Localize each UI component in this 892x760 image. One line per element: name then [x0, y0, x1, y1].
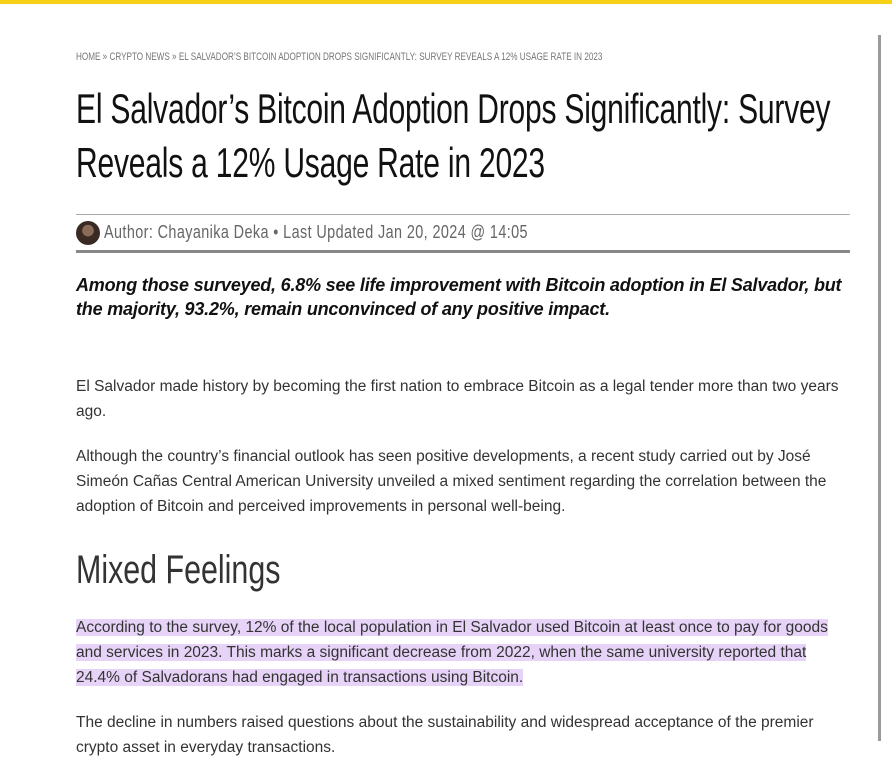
breadcrumb-current: EL SALVADOR’S BITCOIN ADOPTION DROPS SIG… — [178, 51, 603, 63]
breadcrumb-separator: » — [172, 51, 177, 63]
breadcrumb-separator: » — [102, 51, 108, 63]
breadcrumb-link[interactable]: CRYPTO NEWS — [109, 51, 170, 63]
article-title: El Salvador’s Bitcoin Adoption Drops Sig… — [76, 85, 831, 186]
top-bar — [0, 0, 892, 4]
breadcrumb-link[interactable]: HOME — [76, 51, 101, 63]
article-summary: Among those surveyed, 6.8% see life impr… — [76, 275, 842, 319]
paragraph: El Salvador made history by becoming the… — [76, 378, 839, 420]
paragraph: The decline in numbers raised questions … — [76, 714, 814, 756]
title-wrap: El Salvador’s Bitcoin Adoption Drops Sig… — [76, 82, 850, 190]
breadcrumb: HOME » CRYPTO NEWS » EL SALVADOR’S BITCO… — [76, 48, 850, 66]
author-avatar[interactable] — [76, 220, 100, 245]
scrollbar[interactable] — [878, 35, 881, 741]
byline-text: Author: Chayanika Deka • Last Updated Ja… — [104, 222, 528, 243]
separator-dot: • — [273, 222, 279, 242]
highlight: According to the survey, 12% of the loca… — [76, 619, 828, 686]
section-heading: Mixed Feelings — [76, 548, 281, 592]
article: HOME » CRYPTO NEWS » EL SALVADOR’S BITCO… — [76, 48, 850, 760]
updated-date: Last Updated Jan 20, 2024 @ 14:05 — [283, 222, 528, 242]
highlighted-paragraph: According to the survey, 12% of the loca… — [76, 615, 850, 690]
heading-wrap: Mixed Feelings — [76, 545, 850, 595]
author[interactable]: Author: Chayanika Deka — [104, 222, 269, 242]
paragraph: Although the country’s financial outlook… — [76, 448, 827, 515]
divider — [76, 214, 850, 215]
byline: Author: Chayanika Deka • Last Updated Ja… — [76, 215, 850, 250]
divider — [76, 250, 850, 253]
